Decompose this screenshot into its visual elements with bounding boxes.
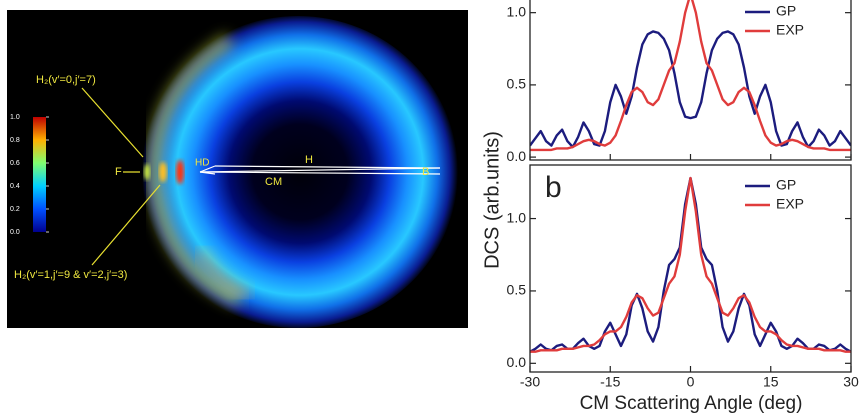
bright-band	[144, 164, 150, 180]
x-axis-label: CM Scattering Angle (deg)	[580, 393, 803, 414]
scattering-ring	[138, 16, 458, 328]
y-tick-label: 1.0	[507, 3, 527, 19]
dcs-plots: 0.0 0.5 1.0 GP EXP 0.0 0.5 1.0 -30 -15 0 15 30 GP EXP b	[507, 0, 859, 390]
series-line	[530, 30, 851, 149]
panel-label: b	[545, 171, 562, 204]
legend-label: EXP	[776, 22, 804, 38]
colorbar	[33, 117, 46, 232]
colorbar-tick-label: 0.4	[10, 183, 20, 190]
legend-label: GP	[776, 177, 796, 193]
image-label: H₂(v′=1,j′=9 & v′=2,j′=3)	[14, 269, 127, 281]
x-tick-label: 30	[843, 374, 859, 390]
chart-panel: 0.0 0.5 1.0 -30 -15 0 15 30 GP EXP b	[507, 164, 859, 390]
colorbar-tick-label: 1.0	[10, 114, 20, 121]
vector-diagram	[199, 165, 441, 175]
image-label: HD	[195, 158, 209, 169]
colorbar-tick-label: 0.8	[10, 137, 20, 144]
x-tick-label: -30	[520, 374, 540, 390]
ring-crescent	[146, 33, 244, 308]
series-line	[530, 0, 851, 152]
colorbar-tick-label: 0.0	[10, 229, 20, 236]
x-tick-label: 15	[763, 374, 779, 390]
bright-band	[176, 160, 184, 184]
colorbar-tick-label: 0.6	[10, 160, 20, 167]
image-label: B	[422, 166, 429, 178]
bright-band	[159, 162, 167, 182]
x-tick-label: -15	[600, 374, 620, 390]
y-tick-label: 0.5	[507, 282, 527, 298]
image-label: H	[305, 154, 313, 166]
image-label: F	[115, 166, 122, 178]
y-axis-label: DCS (arb.units)	[481, 131, 503, 269]
y-tick-label: 0.5	[507, 76, 527, 92]
plot-frame	[529, 0, 852, 161]
legend-label: GP	[776, 3, 796, 19]
velocity-map-image	[7, 10, 468, 328]
legend-label: EXP	[776, 196, 804, 212]
plot-frame	[529, 164, 852, 373]
colorbar-tick-label: 0.2	[10, 206, 20, 213]
y-tick-label: 0.0	[507, 354, 527, 370]
y-tick-label: 0.0	[507, 148, 527, 164]
x-tick-label: 0	[687, 374, 695, 390]
image-label: H₂(v′=0,j′=7)	[36, 74, 96, 86]
annotation-arrows	[81, 87, 161, 266]
ring-spot	[196, 247, 252, 299]
series-line	[530, 176, 851, 353]
y-tick-label: 1.0	[507, 209, 527, 225]
image-label: CM	[265, 176, 282, 188]
chart-panel: 0.0 0.5 1.0 GP EXP	[507, 0, 852, 164]
